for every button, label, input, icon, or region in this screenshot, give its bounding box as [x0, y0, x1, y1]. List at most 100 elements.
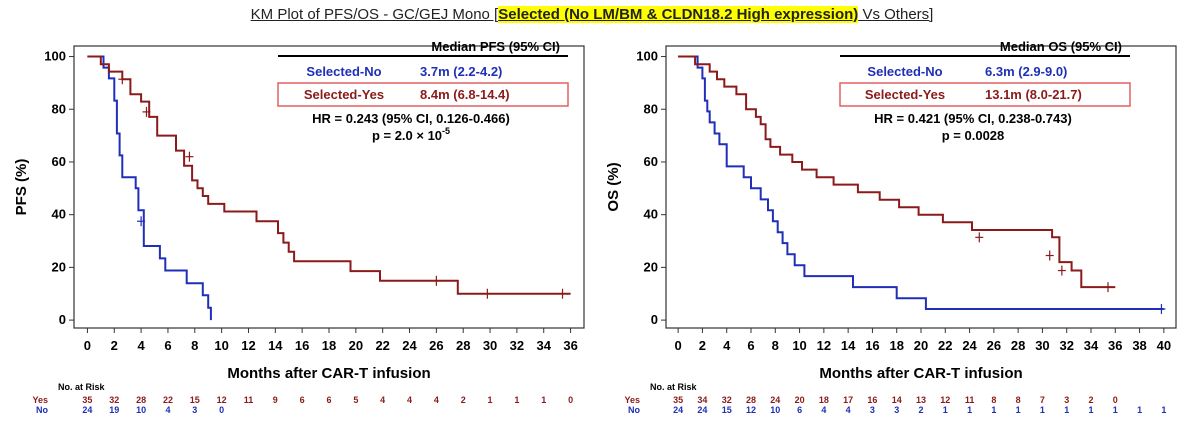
- x-tick-label: 2: [699, 338, 706, 353]
- p-value-text: p = 2.0 × 10-5: [372, 126, 450, 143]
- risk-count: 28: [136, 395, 146, 405]
- x-tick-label: 32: [510, 338, 524, 353]
- p-value-main: p = 0.0028: [942, 128, 1005, 143]
- risk-count: 24: [770, 395, 780, 405]
- x-tick-label: 32: [1059, 338, 1073, 353]
- risk-count: 11: [244, 395, 254, 405]
- risk-count: 1: [488, 395, 493, 405]
- y-tick-label: 0: [651, 312, 658, 327]
- legend-header: Median OS (95% CI): [1000, 39, 1122, 54]
- figure-title: KM Plot of PFS/OS - GC/GEJ Mono [Selecte…: [0, 6, 1184, 23]
- x-tick-label: 8: [191, 338, 198, 353]
- risk-count: 28: [746, 395, 756, 405]
- risk-count: 12: [940, 395, 950, 405]
- risk-count: 34: [697, 395, 707, 405]
- risk-row-label: No: [628, 405, 640, 415]
- x-tick-label: 30: [1035, 338, 1049, 353]
- risk-count: 35: [673, 395, 683, 405]
- risk-count: 4: [165, 405, 170, 415]
- risk-count: 17: [843, 395, 853, 405]
- risk-count: 1: [1064, 405, 1069, 415]
- risk-count: 9: [273, 395, 278, 405]
- figure-title-suffix: Vs Others]: [858, 6, 934, 23]
- y-tick-label: 80: [644, 101, 658, 116]
- risk-count: 12: [746, 405, 756, 415]
- x-tick-label: 6: [747, 338, 754, 353]
- risk-count: 12: [217, 395, 227, 405]
- risk-count: 1: [991, 405, 996, 415]
- x-tick-label: 2: [111, 338, 118, 353]
- x-tick-label: 34: [1084, 338, 1099, 353]
- km-curve-selected-no: [87, 55, 212, 321]
- x-tick-label: 4: [137, 338, 145, 353]
- x-tick-label: 4: [723, 338, 731, 353]
- risk-count: 19: [109, 405, 119, 415]
- risk-count: 3: [1064, 395, 1069, 405]
- km-curve-selected-no: [678, 55, 1164, 310]
- hazard-ratio-text: HR = 0.421 (95% CI, 0.238-0.743): [874, 111, 1072, 126]
- x-tick-label: 38: [1132, 338, 1146, 353]
- risk-count: 4: [380, 395, 385, 405]
- risk-count: 13: [916, 395, 926, 405]
- x-tick-label: 22: [938, 338, 952, 353]
- risk-count: 2: [918, 405, 923, 415]
- x-tick-label: 16: [865, 338, 879, 353]
- risk-count: 3: [192, 405, 197, 415]
- legend-highlight-box: [839, 82, 1131, 107]
- y-tick-label: 60: [52, 154, 66, 169]
- y-tick-label: 100: [44, 49, 66, 64]
- legend-row-label: Selected-No: [867, 64, 942, 79]
- y-tick-label: 80: [52, 101, 66, 116]
- risk-count: 5: [353, 395, 358, 405]
- y-axis-label: PFS (%): [13, 159, 30, 216]
- legend-row-label: Selected-Yes: [865, 87, 945, 102]
- p-value-text: p = 0.0028: [942, 128, 1005, 143]
- x-tick-label: 36: [1108, 338, 1122, 353]
- risk-count: 1: [1088, 405, 1093, 415]
- risk-count: 1: [1016, 405, 1021, 415]
- x-tick-label: 28: [1011, 338, 1025, 353]
- risk-count: 16: [867, 395, 877, 405]
- x-tick-label: 20: [349, 338, 363, 353]
- risk-count: 35: [82, 395, 92, 405]
- legend-row-value: 3.7m (2.2-4.2): [420, 64, 502, 79]
- x-tick-label: 0: [675, 338, 682, 353]
- y-tick-label: 100: [636, 49, 658, 64]
- risk-count: 1: [1113, 405, 1118, 415]
- y-tick-label: 0: [59, 312, 66, 327]
- x-axis-label: Months after CAR-T infusion: [819, 365, 1022, 382]
- x-tick-label: 14: [841, 338, 856, 353]
- risk-count: 10: [136, 405, 146, 415]
- risk-count: 6: [797, 405, 802, 415]
- x-tick-label: 30: [483, 338, 497, 353]
- risk-count: 8: [1016, 395, 1021, 405]
- x-tick-label: 0: [84, 338, 91, 353]
- y-tick-label: 20: [644, 259, 658, 274]
- p-value-main: p = 2.0 × 10: [372, 128, 442, 143]
- x-tick-label: 22: [375, 338, 389, 353]
- x-axis-label: Months after CAR-T infusion: [227, 365, 430, 382]
- risk-count: 15: [190, 395, 200, 405]
- risk-count: 24: [697, 405, 707, 415]
- legend-highlight-box: [277, 82, 569, 107]
- legend-header: Median PFS (95% CI): [431, 39, 560, 54]
- hazard-ratio-text: HR = 0.243 (95% CI, 0.126-0.466): [312, 111, 510, 126]
- y-tick-label: 40: [52, 207, 66, 222]
- legend-row-label: Selected-Yes: [304, 87, 384, 102]
- risk-count: 6: [326, 395, 331, 405]
- km-curve-selected-yes: [87, 55, 571, 295]
- risk-table-header: No. at Risk: [650, 382, 698, 392]
- x-tick-label: 26: [987, 338, 1001, 353]
- x-tick-label: 12: [241, 338, 255, 353]
- x-tick-label: 6: [164, 338, 171, 353]
- risk-count: 1: [1040, 405, 1045, 415]
- figure-title-prefix: KM Plot of PFS/OS - GC/GEJ Mono [: [250, 6, 499, 23]
- risk-count: 1: [514, 395, 519, 405]
- risk-count: 6: [300, 395, 305, 405]
- risk-count: 1: [541, 395, 546, 405]
- risk-count: 4: [434, 395, 439, 405]
- risk-count: 2: [1088, 395, 1093, 405]
- legend-row-value: 13.1m (8.0-21.7): [985, 87, 1082, 102]
- risk-count: 15: [722, 405, 732, 415]
